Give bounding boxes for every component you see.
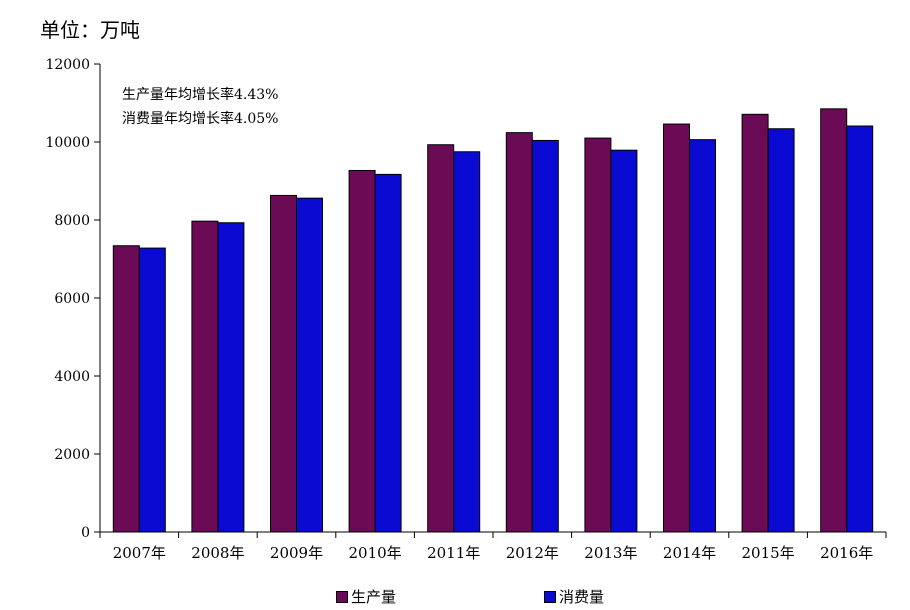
bar-chart: 0 2000 4000 6000 8000 10000 12000 2007年 2008年 200… (45, 57, 887, 562)
bar-production (663, 123, 690, 533)
y-tick-label: 10000 (45, 135, 90, 151)
bar-production (270, 194, 297, 533)
bar-production (741, 113, 769, 533)
production-growth-annotation: 生产量年均增长率4.43% (122, 87, 279, 103)
bar-consumption (689, 139, 716, 533)
bar-production (427, 144, 455, 533)
bar-production (348, 169, 376, 533)
x-tick-label: 2016年 (820, 544, 873, 562)
bar-consumption (610, 149, 638, 533)
y-tick-label: 12000 (45, 57, 90, 73)
bar-production (191, 220, 219, 533)
x-tick-label: 2010年 (349, 544, 402, 562)
bar-production (820, 108, 848, 533)
bar-production (505, 132, 533, 533)
bar-consumption (374, 173, 402, 533)
legend-swatch-production (336, 590, 348, 603)
bar-consumption (531, 139, 559, 533)
x-tick-label: 2015年 (742, 544, 795, 562)
x-tick-label: 2008年 (191, 544, 244, 562)
legend-swatch-consumption (544, 590, 556, 603)
bar-consumption (453, 151, 481, 533)
bar-consumption (767, 128, 795, 533)
bar-production (584, 137, 612, 533)
bar-consumption (138, 247, 166, 533)
y-tick-label: 8000 (54, 213, 90, 229)
x-tick-label: 2014年 (663, 544, 716, 562)
legend-label-production: 生产量 (351, 588, 397, 606)
x-tick-label: 2011年 (427, 544, 480, 562)
bar-consumption (217, 222, 245, 533)
bar-consumption (296, 197, 323, 533)
bar-production (112, 245, 140, 533)
x-tick-label: 2009年 (270, 544, 323, 562)
consumption-growth-annotation: 消费量年均增长率4.05% (122, 111, 279, 127)
legend-label-consumption: 消费量 (559, 588, 605, 606)
unit-label: 单位：万吨 (40, 18, 140, 42)
bar-consumption (846, 125, 874, 533)
y-tick-label: 4000 (54, 369, 90, 385)
x-tick-label: 2013年 (584, 544, 637, 562)
legend-item-consumption: 消费量 (544, 586, 604, 607)
y-tick-label: 6000 (54, 291, 90, 307)
legend-item-production: 生产量 (336, 586, 396, 607)
x-tick-label: 2012年 (506, 544, 559, 562)
x-tick-label: 2007年 (113, 544, 166, 562)
y-tick-label: 2000 (54, 447, 90, 463)
y-tick-label: 0 (81, 525, 90, 541)
